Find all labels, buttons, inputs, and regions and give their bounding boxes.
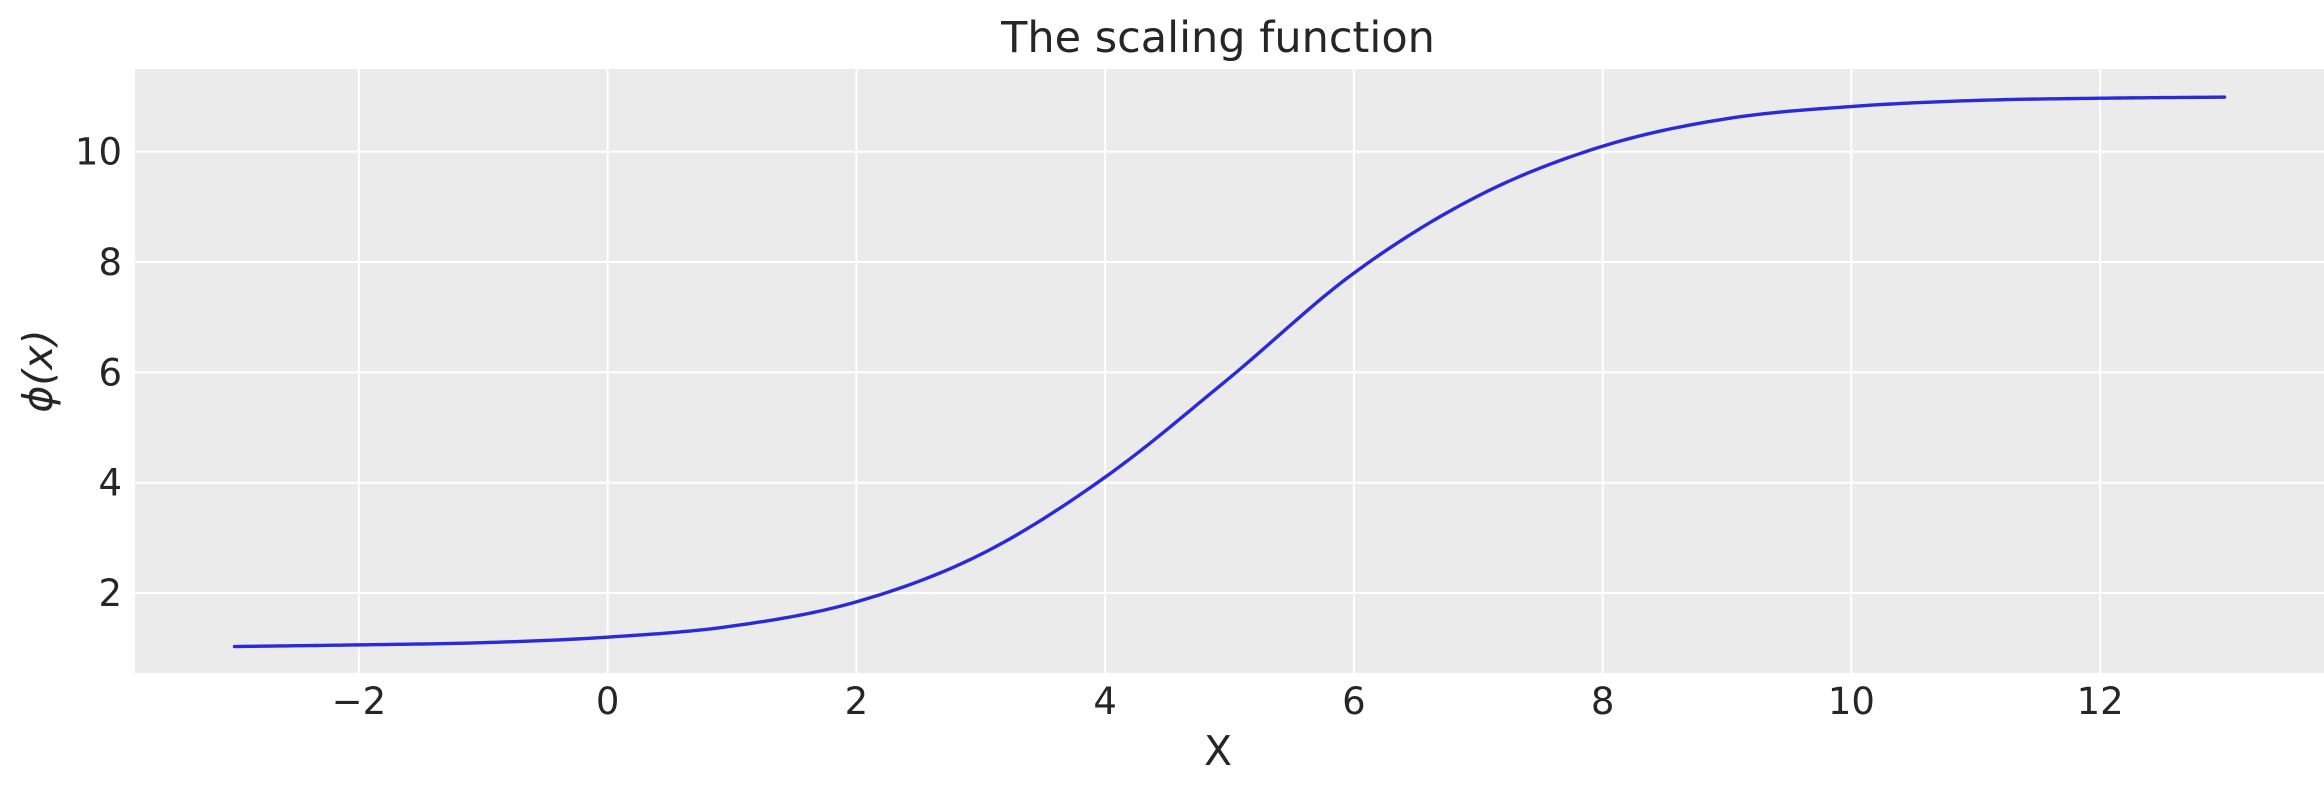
x-tick-label: 4	[1093, 680, 1117, 723]
y-grid-lines	[135, 150, 2324, 595]
x-tick-label: 8	[1591, 680, 1615, 723]
x-tick-label: 10	[1828, 680, 1875, 723]
y-tick-label: 2	[98, 572, 122, 615]
x-tick-label: 2	[845, 680, 869, 723]
x-tick-label: −2	[332, 680, 387, 723]
y-tick-labels: 2 4 6 8 10	[75, 131, 122, 615]
x-tick-label: 6	[1342, 680, 1366, 723]
x-tick-label: 0	[596, 680, 620, 723]
y-tick-label: 4	[98, 462, 122, 505]
x-tick-label: 12	[2077, 680, 2124, 723]
x-grid-lines	[357, 69, 2102, 673]
y-axis-label: ϕ(x)	[14, 329, 62, 412]
chart-title: The scaling function	[1000, 13, 1435, 63]
x-tick-labels: −2 0 2 4 6 8 10 12	[332, 680, 2124, 723]
series-line	[232, 95, 2227, 649]
y-tick-label: 6	[98, 351, 122, 394]
y-tick-label: 10	[75, 131, 122, 174]
series-group	[232, 95, 2227, 649]
y-tick-label: 8	[98, 241, 122, 284]
plot-background	[135, 69, 2324, 673]
x-axis-label: X	[1204, 727, 1232, 775]
